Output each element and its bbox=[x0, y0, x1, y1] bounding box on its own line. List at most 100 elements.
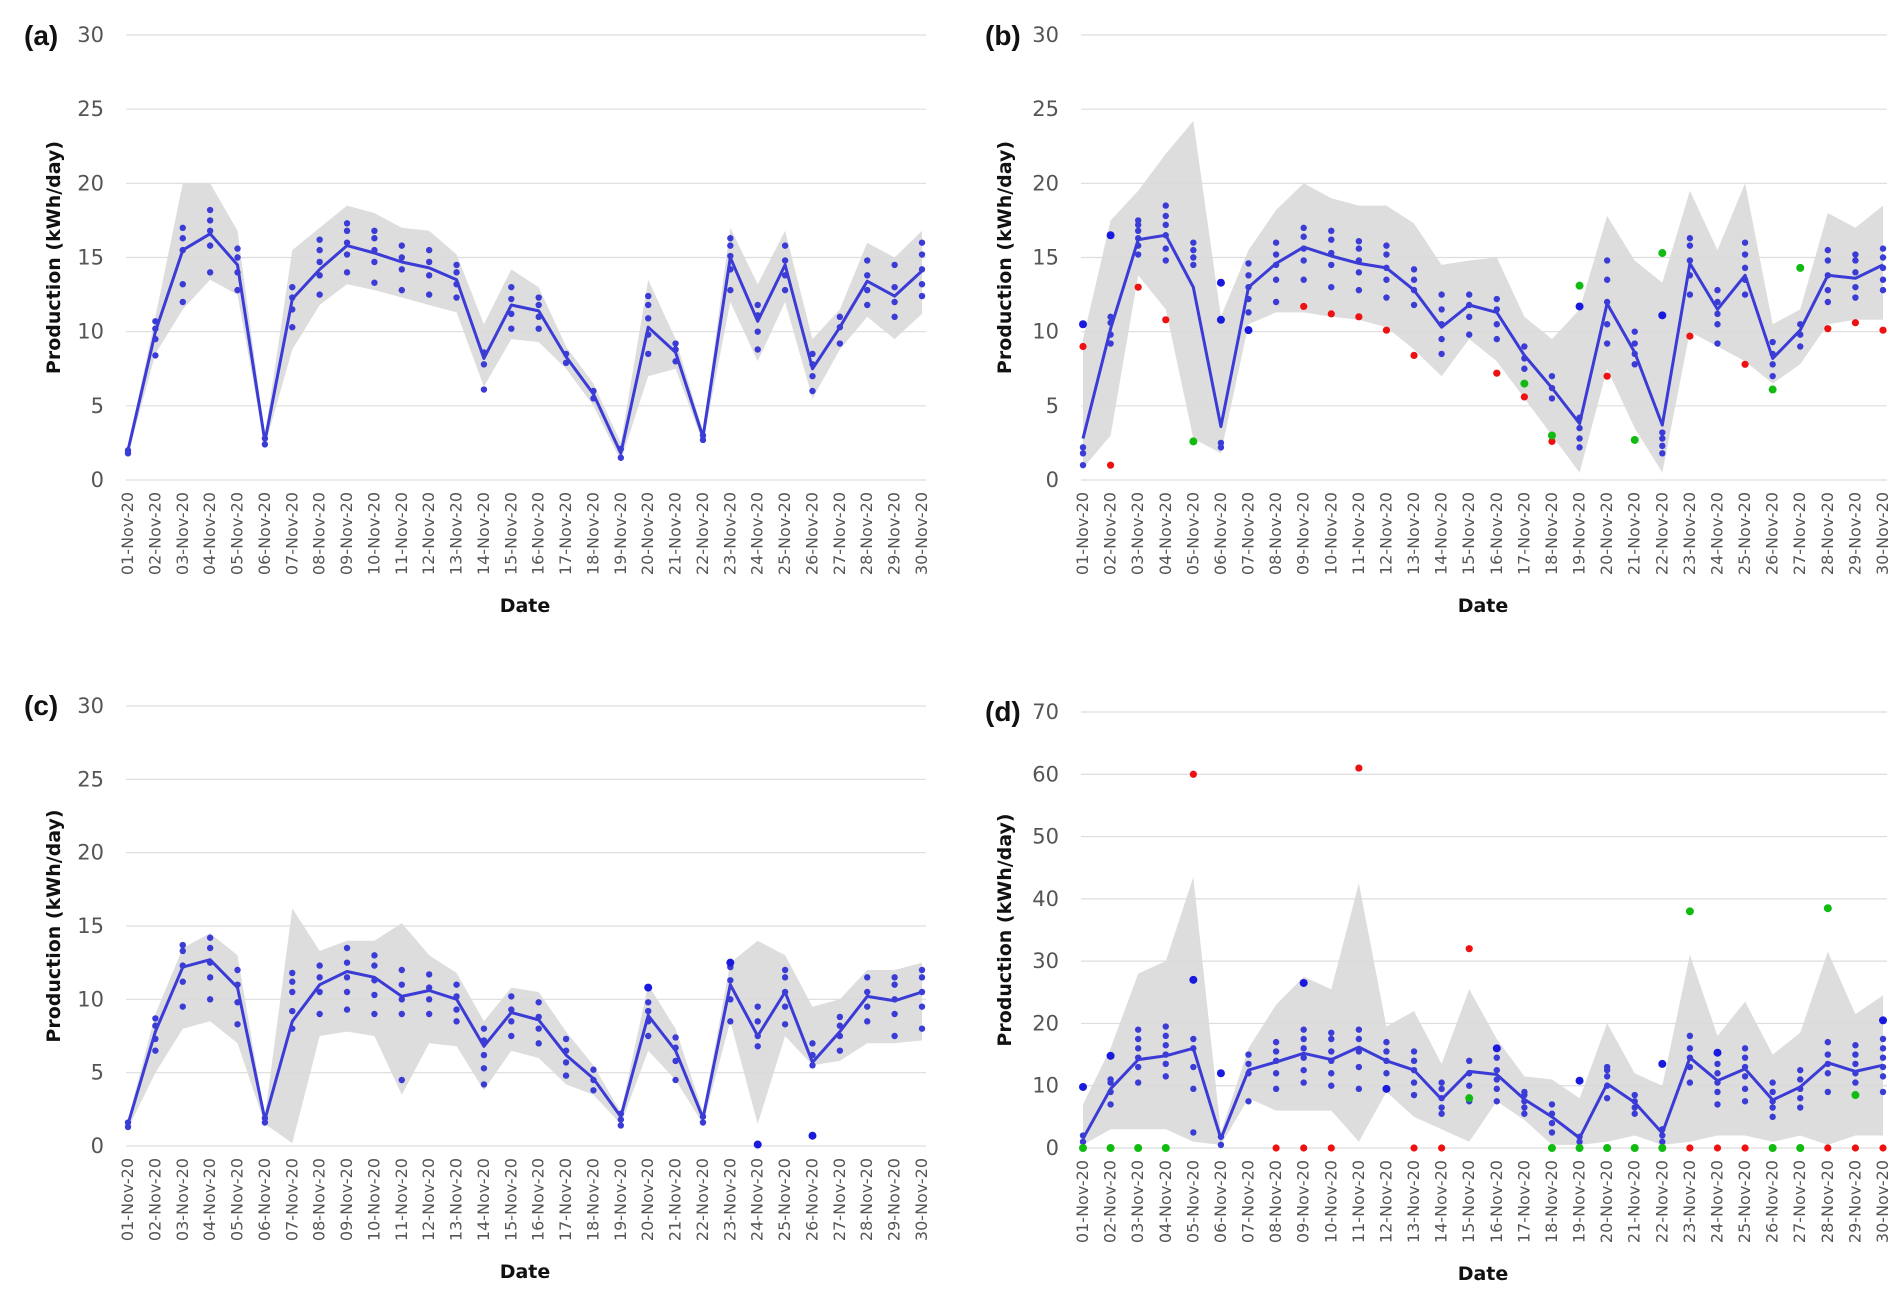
data-point bbox=[1300, 1035, 1307, 1043]
outlier-red-point bbox=[1355, 764, 1363, 772]
data-point bbox=[398, 966, 405, 974]
data-point bbox=[864, 988, 871, 996]
y-tick-label: 0 bbox=[1046, 1136, 1059, 1160]
data-point bbox=[1576, 424, 1583, 432]
x-axis-title: Date bbox=[1458, 595, 1509, 617]
data-point bbox=[1741, 1045, 1749, 1052]
data-point bbox=[1797, 1076, 1804, 1083]
data-point bbox=[289, 978, 296, 985]
outlier-red-point bbox=[1106, 461, 1115, 469]
y-tick-label: 15 bbox=[1032, 246, 1059, 270]
outlier-green-point bbox=[1079, 1144, 1087, 1152]
data-point bbox=[1521, 1110, 1528, 1117]
data-point bbox=[1134, 227, 1142, 234]
data-point bbox=[480, 361, 488, 368]
outlier-red-point bbox=[1493, 369, 1501, 377]
outlier-green-point bbox=[1134, 1144, 1143, 1152]
data-point bbox=[1162, 1023, 1169, 1030]
outlier-green-point bbox=[1465, 1094, 1474, 1103]
data-point bbox=[672, 1057, 679, 1065]
data-point bbox=[1714, 1088, 1721, 1096]
data-point bbox=[1741, 239, 1749, 246]
data-point bbox=[1190, 246, 1197, 254]
x-tick-label: 02-Nov-20 bbox=[145, 1158, 164, 1241]
x-tick-label: 17-Nov-20 bbox=[1514, 1160, 1533, 1243]
data-point bbox=[562, 1059, 570, 1066]
data-point bbox=[864, 1003, 871, 1010]
data-point bbox=[152, 352, 159, 359]
data-point bbox=[1548, 395, 1556, 402]
outlier-green-point bbox=[1796, 263, 1805, 272]
data-point bbox=[891, 974, 898, 981]
data-point bbox=[1852, 283, 1859, 291]
outlier-red-point bbox=[1189, 770, 1197, 778]
data-point bbox=[1493, 321, 1500, 328]
data-point bbox=[727, 286, 734, 294]
data-point bbox=[1438, 1079, 1445, 1086]
data-point bbox=[1769, 372, 1776, 380]
data-point bbox=[1355, 286, 1363, 294]
data-point bbox=[1631, 328, 1638, 335]
x-tick-label: 21-Nov-20 bbox=[666, 1158, 685, 1241]
data-point bbox=[1493, 1066, 1500, 1074]
data-point bbox=[316, 236, 323, 243]
data-point bbox=[1879, 1054, 1887, 1061]
outlier-red-point bbox=[1327, 310, 1335, 318]
outlier-blue-point bbox=[1189, 975, 1198, 984]
data-point bbox=[343, 251, 351, 258]
outlier-green-point bbox=[1768, 385, 1777, 394]
x-tick-label: 15-Nov-20 bbox=[501, 492, 520, 575]
data-point bbox=[1300, 1026, 1307, 1033]
data-point bbox=[1107, 313, 1114, 321]
data-point bbox=[453, 981, 460, 988]
x-tick-label: 05-Nov-20 bbox=[1183, 492, 1202, 575]
data-point bbox=[1134, 251, 1142, 258]
data-point bbox=[727, 235, 734, 242]
data-point bbox=[1328, 236, 1335, 243]
outlier-blue-point bbox=[1575, 302, 1584, 311]
outlier-red-point bbox=[1300, 1144, 1308, 1152]
outlier-green-point bbox=[1630, 1144, 1639, 1152]
data-point bbox=[343, 959, 351, 966]
y-axis-title: Production (kWh/day) bbox=[43, 141, 65, 374]
data-point bbox=[1355, 245, 1363, 252]
data-point bbox=[891, 981, 898, 988]
y-tick-label: 30 bbox=[77, 23, 104, 47]
data-point bbox=[891, 1010, 898, 1018]
data-point bbox=[1493, 1085, 1500, 1093]
data-point bbox=[809, 1062, 816, 1069]
outlier-blue-point bbox=[1216, 1069, 1225, 1078]
outlier-red-point bbox=[1520, 393, 1528, 401]
data-point bbox=[1879, 245, 1887, 252]
data-point bbox=[1355, 1035, 1363, 1043]
data-point bbox=[672, 1076, 679, 1084]
outlier-blue-point bbox=[1299, 978, 1308, 987]
x-tick-label: 11-Nov-20 bbox=[392, 492, 411, 575]
data-point bbox=[1521, 1088, 1528, 1096]
data-point bbox=[234, 245, 241, 252]
data-point bbox=[1741, 264, 1749, 272]
data-point bbox=[562, 1072, 570, 1079]
x-tick-label: 09-Nov-20 bbox=[1294, 492, 1313, 575]
x-tick-label: 06-Nov-20 bbox=[1211, 492, 1230, 575]
outlier-green-point bbox=[1796, 1144, 1805, 1152]
data-point bbox=[508, 1018, 515, 1025]
data-point bbox=[1383, 1038, 1390, 1046]
data-point bbox=[398, 996, 405, 1003]
x-tick-label: 01-Nov-20 bbox=[1073, 1160, 1092, 1243]
data-point bbox=[1741, 251, 1749, 258]
data-point bbox=[316, 272, 323, 279]
y-tick-label: 60 bbox=[1032, 762, 1059, 786]
panel-label-a: (a) bbox=[24, 20, 59, 51]
data-point bbox=[1134, 217, 1142, 224]
data-point bbox=[1686, 291, 1694, 298]
y-tick-label: 50 bbox=[1032, 825, 1059, 849]
data-point bbox=[1824, 1051, 1832, 1058]
data-point bbox=[179, 1003, 186, 1010]
data-point bbox=[343, 988, 351, 996]
data-point bbox=[398, 1010, 405, 1018]
range-band bbox=[128, 183, 922, 461]
data-point bbox=[234, 286, 241, 294]
data-point bbox=[1438, 350, 1445, 358]
data-point bbox=[1521, 343, 1528, 350]
